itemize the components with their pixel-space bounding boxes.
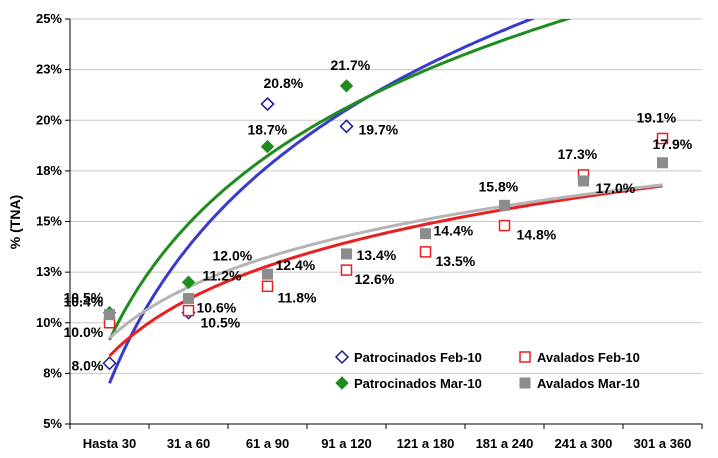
data-label: 17.3% [558,146,598,162]
legend: Patrocinados Feb-10 Avalados Feb-10 Patroc… [334,349,640,391]
data-label: 12.4% [276,257,316,273]
legend-item: Avalados Mar-10 [519,376,640,391]
data-point [104,309,115,321]
data-label: 8.0% [72,357,104,373]
data-point [420,228,431,240]
data-label: 10.6% [197,300,237,316]
legend-label: Patrocinados Mar-10 [354,376,482,391]
data-point [262,268,273,280]
data-label: 11.2% [203,267,242,283]
data-point [183,292,194,304]
legend-label: Avalados Feb-10 [537,350,640,365]
trendline [108,183,663,340]
y-tick-label: 10% [36,315,62,330]
data-point [341,248,352,260]
legend-label: Avalados Mar-10 [537,376,640,391]
data-point [339,79,354,93]
legend-item: Patrocinados Mar-10 [335,376,482,391]
data-point [578,175,589,187]
y-tick-label: 23% [36,62,62,77]
data-label: 12.0% [213,247,253,263]
data-label: 21.7% [331,57,371,73]
data-point [261,280,274,293]
data-label: 15.8% [479,178,519,194]
legend-label: Patrocinados Feb-10 [354,350,482,365]
data-point [335,376,349,390]
data-point [260,96,275,112]
y-tick-label: 8% [43,365,62,380]
legend-item: Patrocinados Feb-10 [334,349,482,365]
trendline [108,19,536,384]
y-tick-label: 20% [36,112,62,127]
data-point [657,157,668,169]
data-label: 19.7% [359,121,399,137]
data-point [334,349,350,365]
data-point [340,264,353,276]
data-point [498,219,511,232]
legend-item: Avalados Feb-10 [519,350,640,365]
data-label: 17.9% [653,136,693,152]
data-point [499,199,510,211]
data-point [419,246,432,258]
axes: 5% 8% 10% 13% 15% 18% 20% 23% 25% Hasta 30 31 a 60… [36,11,703,451]
data-label: 20.8% [264,75,304,91]
data-labels: 8.0% 10.5% 20.8% 19.7% 10.5% 12.0% 18.7% 21.7% 1… [64,57,693,373]
data-point [339,119,354,134]
data-label: 10.4% [64,294,104,310]
x-tick-label: 241 a 300 [555,436,613,451]
x-tick-label: 91 a 120 [321,436,372,451]
data-label: 12.6% [355,271,395,287]
x-tick-label: 31 a 60 [167,436,210,451]
data-label: 11.8% [278,289,317,305]
data-label: 10.5% [201,315,241,331]
x-tick-label: 181 a 240 [476,436,534,451]
data-label: 10.5% [64,290,104,306]
data-label: 17.0% [596,180,636,196]
data-label: 19.1% [637,109,677,125]
data-point [519,351,531,363]
x-tick-label: Hasta 30 [83,436,136,451]
data-label: 13.4% [357,247,397,263]
y-tick-label: 25% [36,11,62,26]
data-point [181,275,196,289]
data-label: 14.4% [434,223,474,239]
data-point [656,132,669,145]
trendlines [108,19,663,384]
data-point [102,356,117,371]
x-tick-label: 301 a 360 [634,436,692,451]
data-label: 18.7% [248,122,288,138]
trendline [108,184,663,358]
y-axis-label: % (TNA) [7,195,23,249]
gridlines [70,18,702,374]
data-point [260,139,275,154]
x-tick-label: 121 a 180 [397,436,455,451]
data-point [182,304,195,317]
y-tick-label: 13% [36,264,62,279]
y-tick-label: 5% [43,416,62,431]
data-label: 13.5% [436,253,476,269]
data-points [102,79,669,371]
data-label: 14.8% [517,227,557,243]
y-tick-label: 18% [36,163,62,178]
data-label: 10.0% [64,324,104,340]
data-point [519,377,531,389]
x-tick-label: 61 a 90 [246,436,289,451]
trendline [108,19,573,341]
y-tick-label: 15% [36,214,62,229]
